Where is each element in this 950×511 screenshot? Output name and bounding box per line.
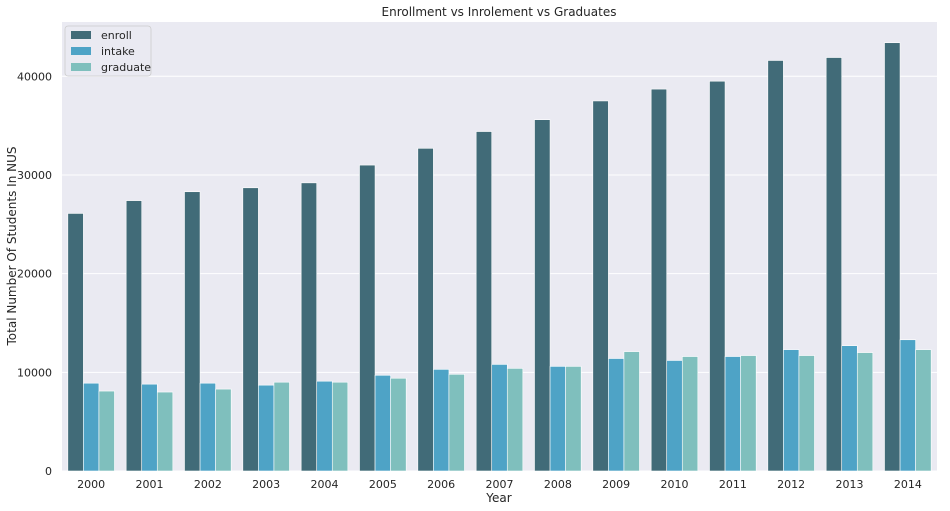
bar-intake-2005 [374,374,391,472]
legend-label-graduate: graduate [101,61,151,74]
legend-swatch-enroll [71,31,91,39]
bar-intake-2009 [608,358,625,472]
bar-graduate-2008 [565,366,582,472]
bar-intake-2001 [141,383,158,472]
x-tick-label: 2012 [777,478,805,491]
bar-enroll-2012 [767,60,784,472]
x-tick-label: 2000 [77,478,105,491]
y-tick-label: 30000 [17,169,52,182]
bar-graduate-2006 [448,373,465,472]
bar-intake-2003 [258,384,275,472]
legend-swatch-intake [71,47,91,55]
bars [67,42,932,472]
x-tick-label: 2007 [486,478,514,491]
bar-intake-2014 [899,339,916,472]
legend-swatch-graduate [71,63,91,71]
x-tick-labels: 2000 2001 2002 2003 2004 2005 2006 2007 2008 2009… [77,478,922,491]
x-tick-label: 2001 [136,478,164,491]
bar-enroll-2013 [825,57,843,472]
bar-intake-2004 [316,380,333,472]
bar-enroll-2014 [884,42,901,472]
bar-intake-2002 [199,382,216,472]
y-axis-label: Total Number Of Students In NUS [5,147,19,347]
bar-enroll-2010 [650,88,668,472]
x-tick-label: 2002 [194,478,222,491]
bar-intake-2011 [724,356,741,472]
bar-intake-2000 [83,382,100,472]
bar-graduate-2007 [506,368,524,472]
x-tick-label: 2008 [544,478,572,491]
bar-intake-2012 [783,349,800,472]
y-tick-label: 40000 [17,70,52,83]
bar-graduate-2004 [331,381,349,472]
bar-graduate-2011 [740,355,757,472]
y-tick-labels: 0 10000 20000 30000 40000 [17,70,52,478]
bar-enroll-2008 [534,119,551,472]
bar-intake-2010 [666,360,683,472]
bar-graduate-2013 [856,352,874,472]
bar-graduate-2002 [215,388,232,472]
x-tick-label: 2014 [894,478,922,491]
bar-enroll-2011 [709,80,726,472]
x-axis-label: Year [485,491,511,505]
bar-enroll-2005 [359,164,376,472]
bar-intake-2007 [491,364,508,472]
y-tick-label: 20000 [17,268,52,281]
x-tick-label: 2003 [252,478,280,491]
legend-label-enroll: enroll [101,29,132,42]
x-tick-label: 2009 [602,478,630,491]
bar-enroll-2000 [67,213,84,472]
y-tick-label: 10000 [17,366,52,379]
bar-enroll-2001 [125,200,143,472]
bar-graduate-2005 [390,377,407,472]
bar-graduate-2003 [273,381,290,472]
bar-graduate-2009 [623,351,640,472]
y-tick-label: 0 [45,465,52,478]
bar-graduate-2001 [156,391,174,472]
bar-enroll-2009 [592,100,609,472]
x-tick-label: 2004 [311,478,339,491]
x-tick-label: 2005 [369,478,397,491]
bar-enroll-2004 [300,182,318,472]
bar-intake-2013 [841,345,858,472]
bar-enroll-2003 [242,187,259,472]
legend: enroll intake graduate [64,25,152,77]
bar-intake-2006 [433,369,450,472]
bar-enroll-2002 [184,191,201,472]
x-tick-label: 2010 [661,478,689,491]
x-tick-label: 2013 [836,478,864,491]
bar-graduate-2000 [98,390,115,472]
bar-graduate-2010 [681,356,699,472]
x-tick-label: 2006 [427,478,455,491]
x-tick-label: 2011 [719,478,747,491]
chart-title: Enrollment vs Inrolement vs Graduates [382,5,617,19]
bar-intake-2008 [549,366,566,472]
bar-graduate-2014 [915,349,932,472]
bar-enroll-2007 [475,131,493,472]
bar-enroll-2006 [417,148,434,472]
bar-graduate-2012 [798,355,815,472]
legend-label-intake: intake [101,45,135,58]
